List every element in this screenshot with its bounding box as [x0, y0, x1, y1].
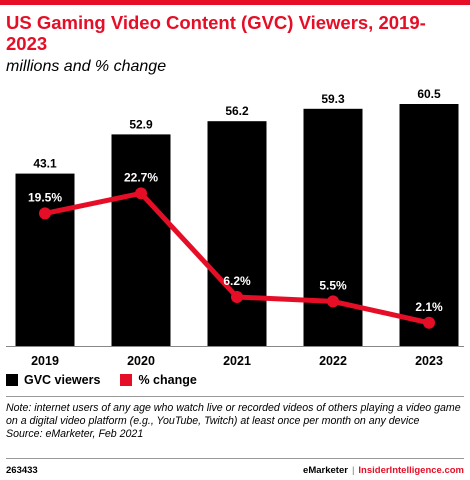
legend-label-line: % change: [138, 373, 197, 387]
x-tick-2023: 2023: [415, 354, 443, 365]
bar-label-2019: 43.1: [33, 157, 57, 171]
bar-2021: [207, 121, 267, 346]
footer: 263433 eMarketer | InsiderIntelligence.com: [6, 465, 464, 476]
line-label-2019: 19.5%: [28, 190, 62, 204]
legend-item-line: % change: [120, 373, 197, 387]
bar-2022: [303, 108, 363, 346]
legend: GVC viewers % change: [6, 373, 217, 387]
divider-top: [6, 396, 464, 397]
chart-title: US Gaming Video Content (GVC) Viewers, 2…: [6, 12, 426, 54]
brand-emarketer: eMarketer: [303, 465, 348, 476]
bar-2020: [111, 134, 171, 346]
legend-item-bars: GVC viewers: [6, 373, 100, 387]
top-accent-bar: [0, 0, 470, 5]
x-tick-2020: 2020: [127, 354, 155, 365]
line-label-2023: 2.1%: [415, 300, 443, 314]
bar-2019: [15, 173, 75, 346]
note-text: Note: internet users of any age who watc…: [6, 402, 461, 427]
bar-label-2022: 59.3: [321, 92, 345, 106]
chart-id: 263433: [6, 465, 38, 476]
bar-label-2021: 56.2: [225, 104, 249, 118]
x-tick-2019: 2019: [31, 354, 59, 365]
line-point-2019: [39, 207, 51, 220]
line-label-2020: 22.7%: [124, 170, 158, 184]
bar-label-2023: 60.5: [417, 87, 441, 101]
x-tick-2021: 2021: [223, 354, 251, 365]
line-point-2022: [327, 295, 339, 308]
chart-note: Note: internet users of any age who watc…: [6, 402, 461, 441]
brand-insider-intelligence[interactable]: InsiderIntelligence.com: [358, 465, 464, 476]
legend-swatch-bars: [6, 374, 18, 386]
bar-2023: [399, 104, 459, 346]
chart: 43.1 2019 52.9 2020 56.2 2021 59.3 2022 60.5 2023…: [6, 87, 464, 365]
bar-label-2020: 52.9: [129, 117, 153, 131]
line-point-2023: [423, 316, 435, 329]
source-text: Source: eMarketer, Feb 2021: [6, 428, 144, 440]
line-point-2020: [135, 187, 147, 200]
legend-swatch-line: [120, 374, 133, 386]
divider-bottom: [6, 458, 464, 459]
x-tick-2022: 2022: [319, 354, 347, 365]
line-label-2021: 6.2%: [223, 274, 251, 288]
chart-subtitle: millions and % change: [6, 58, 167, 75]
footer-branding: eMarketer | InsiderIntelligence.com: [303, 465, 464, 476]
line-point-2021: [231, 291, 243, 304]
legend-label-bars: GVC viewers: [24, 373, 101, 387]
line-label-2022: 5.5%: [319, 278, 347, 292]
brand-separator: |: [351, 465, 355, 476]
